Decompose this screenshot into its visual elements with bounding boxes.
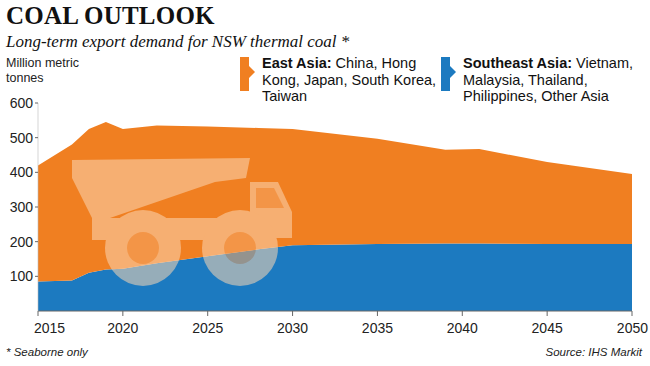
title: COAL OUTLOOK <box>6 2 215 30</box>
footnote: * Seaborne only <box>6 346 88 358</box>
truck-hub <box>127 232 159 264</box>
x-axis-line <box>38 311 632 312</box>
y-tick-label: 600 <box>10 95 34 111</box>
truck-icon <box>72 158 292 286</box>
y-tick-label: 500 <box>10 130 34 146</box>
x-tick <box>122 311 123 316</box>
y-tick-label: 100 <box>10 268 34 284</box>
y-tick-label: 300 <box>10 199 34 215</box>
x-tick <box>207 311 208 316</box>
legend-swatch <box>441 57 450 91</box>
x-tick-label: 2035 <box>362 320 393 336</box>
x-tick <box>462 311 463 316</box>
truck-wheel <box>105 210 181 286</box>
x-tick-label: 2050 <box>617 320 648 336</box>
subtitle: Long-term export demand for NSW thermal … <box>6 32 349 52</box>
source: Source: IHS Markit <box>546 346 643 358</box>
truck-hub <box>224 232 256 264</box>
x-tick <box>38 311 39 316</box>
x-tick <box>377 311 378 316</box>
y-tick-label: 400 <box>10 164 34 180</box>
x-tick-label: 2045 <box>532 320 563 336</box>
truck-wheel <box>202 210 278 286</box>
legend-marker <box>441 57 456 91</box>
x-tick-label: 2025 <box>192 320 223 336</box>
plot-area <box>38 122 632 311</box>
y-tick <box>35 103 38 104</box>
truck-bed <box>72 158 250 218</box>
x-tick <box>292 311 293 316</box>
legend-label: Southeast Asia: <box>463 55 572 71</box>
y-tick <box>35 241 38 242</box>
x-tick-label: 2030 <box>277 320 308 336</box>
truck-window <box>256 188 284 208</box>
y-tick <box>35 207 38 208</box>
x-tick-label: 2015 <box>34 320 65 336</box>
x-tick-label: 2020 <box>107 320 138 336</box>
legend-swatch <box>240 57 249 91</box>
x-tick-label: 2040 <box>447 320 478 336</box>
legend-pointer <box>249 66 255 78</box>
y-tick <box>35 276 38 277</box>
x-tick <box>632 311 633 316</box>
y-tick <box>35 137 38 138</box>
legend-marker <box>240 57 255 91</box>
y-axis-label: Million metric tonnes <box>6 56 116 86</box>
chart-root: 100 200 300 400 500 600 2015 2020 2025 2030 2035 20… <box>0 0 650 366</box>
legend-entry: East Asia: China, Hong Kong, Japan, Sout… <box>262 55 437 105</box>
legend-label: East Asia: <box>262 55 332 71</box>
x-tick <box>547 311 548 316</box>
y-tick <box>35 172 38 173</box>
chart-svg: 100 200 300 400 500 600 2015 2020 2025 2030 2035 20… <box>0 0 650 366</box>
legend-entry: Southeast Asia: Vietnam, Malaysia, Thail… <box>463 55 638 105</box>
legend-pointer <box>450 66 456 78</box>
y-tick-label: 200 <box>10 234 34 250</box>
